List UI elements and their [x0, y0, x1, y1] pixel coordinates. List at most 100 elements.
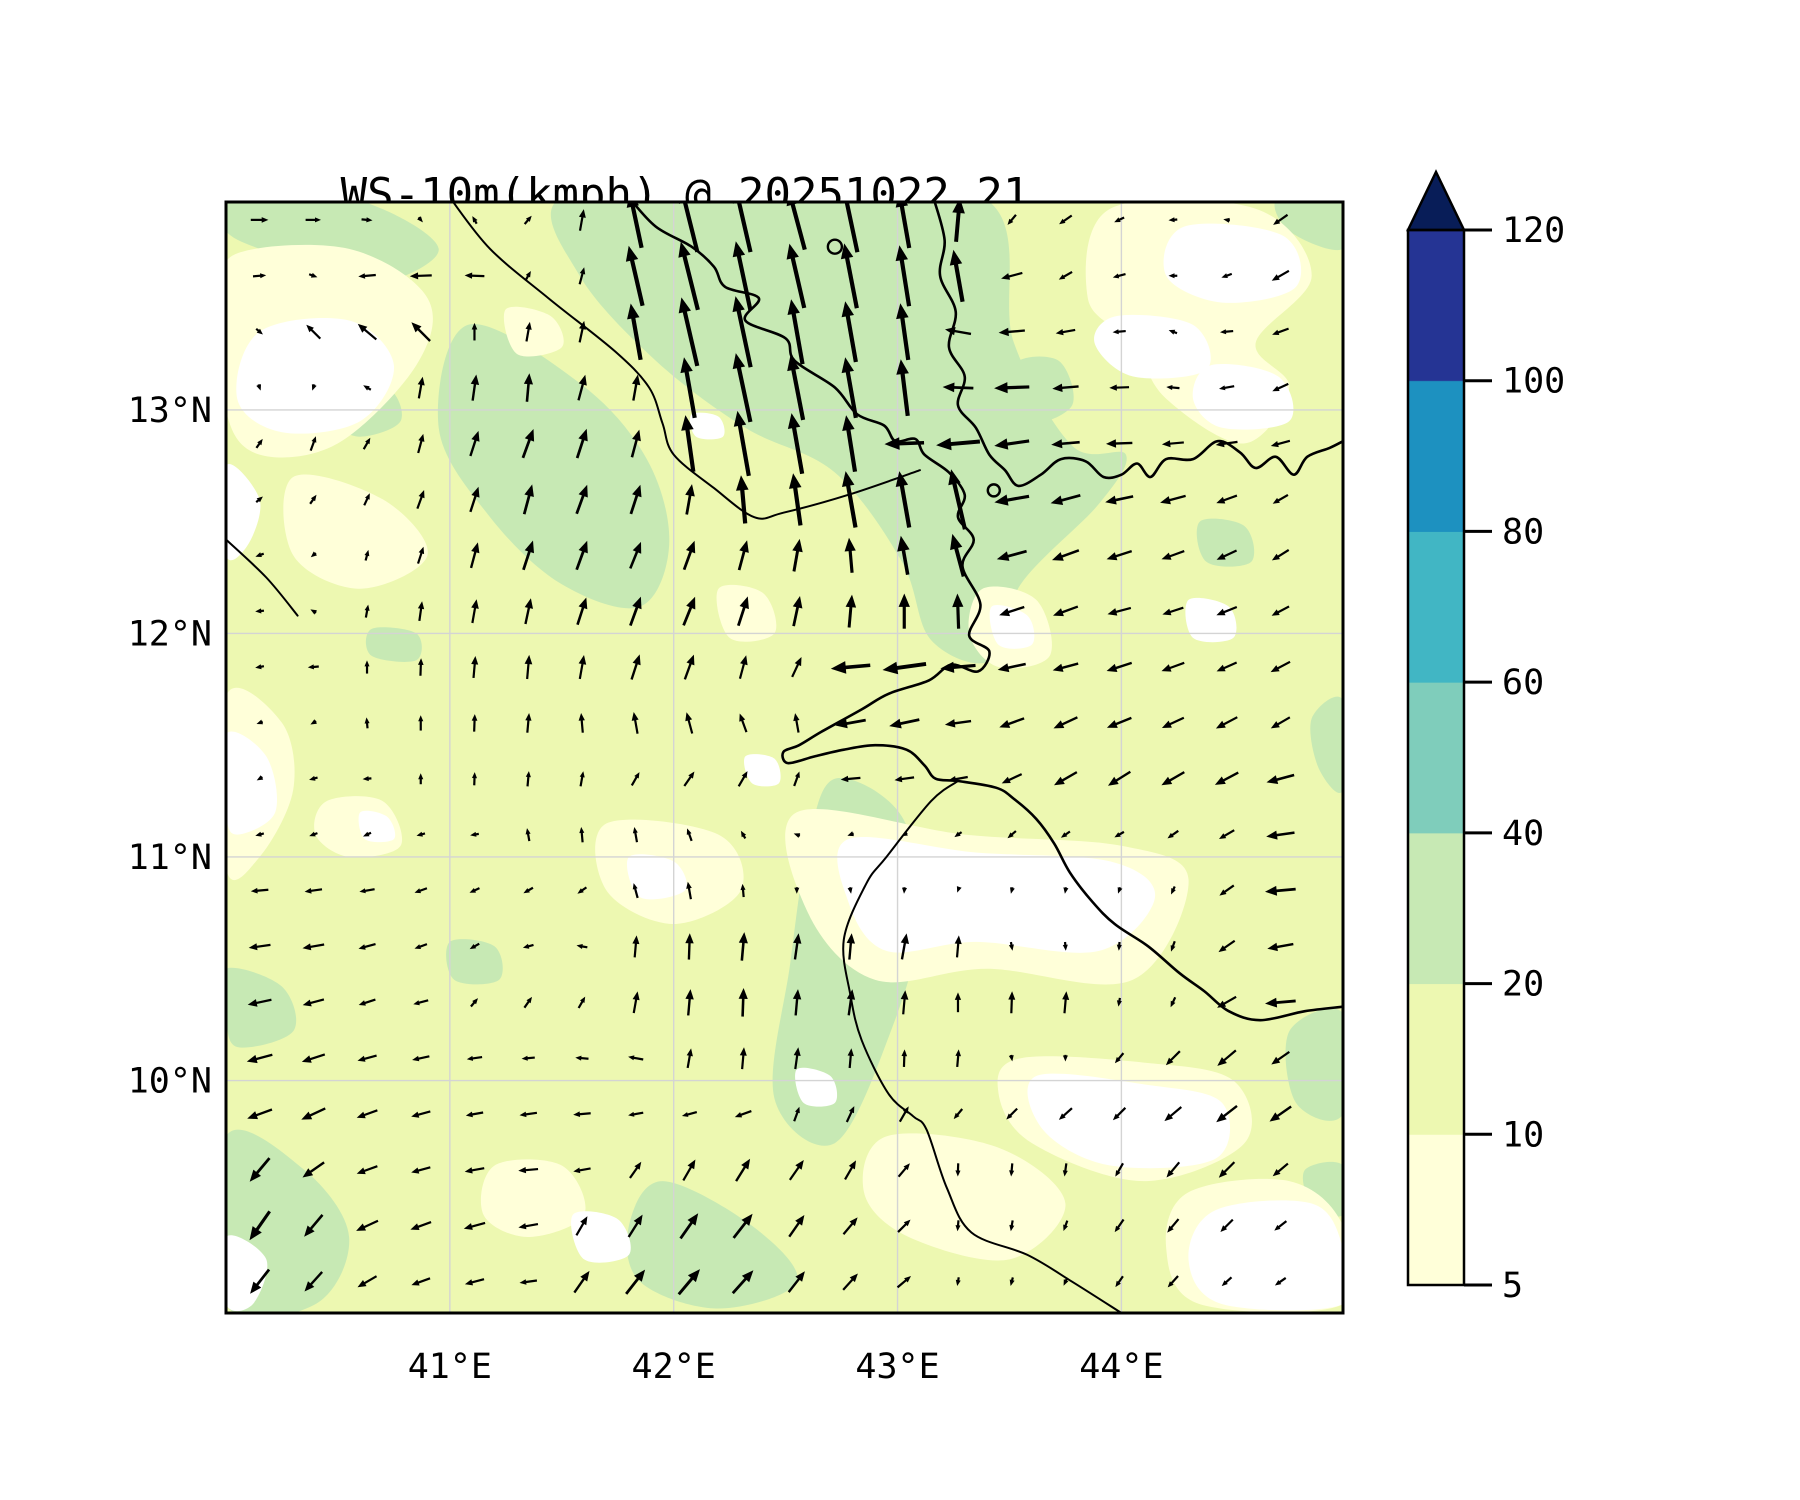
wind-arrow — [577, 374, 587, 401]
wind-arrow — [1218, 1161, 1236, 1178]
wind-arrow — [630, 772, 640, 786]
y-tick-label: 12°N — [128, 614, 212, 654]
wind-arrow — [525, 321, 532, 342]
wind-arrow — [1051, 439, 1080, 449]
wind-arrow — [519, 1111, 538, 1118]
wind-arrow — [416, 490, 425, 509]
wind-arrow — [1062, 991, 1070, 1014]
wind-arrow — [575, 540, 588, 571]
colorbar-segment — [1408, 682, 1464, 834]
wind-arrow — [840, 775, 861, 783]
wind-arrow — [249, 1157, 271, 1182]
wind-arrow — [472, 772, 477, 786]
wind-arrow — [787, 413, 805, 475]
wind-arrow — [1216, 549, 1238, 560]
wind-arrow — [1161, 771, 1185, 786]
wind-arrow — [579, 827, 585, 843]
wind-arrow — [411, 1110, 431, 1118]
wind-arrow — [464, 1278, 485, 1286]
wind-arrow — [524, 598, 533, 625]
wind-arrow — [793, 1047, 801, 1070]
wind-arrow — [682, 596, 696, 626]
wind-arrow — [835, 718, 866, 729]
wind-arrow — [685, 712, 694, 734]
wind-arrow — [900, 990, 909, 1015]
wind-arrow — [738, 655, 748, 679]
wind-arrow — [523, 215, 532, 225]
wind-arrow — [579, 771, 585, 787]
wind-arrow — [469, 942, 480, 950]
wind-arrow — [1214, 771, 1239, 785]
wind-arrow — [830, 661, 871, 674]
colorbar-tick-label: 20 — [1502, 965, 1544, 1005]
wind-arrow — [999, 717, 1025, 728]
wind-arrow — [896, 303, 911, 361]
wind-arrow — [685, 933, 694, 960]
wind-arrow — [1218, 939, 1236, 953]
colorbar-segment — [1408, 531, 1464, 683]
wind-arrow — [573, 1167, 591, 1174]
y-tick-label: 13°N — [128, 391, 212, 431]
wind-arrow — [256, 775, 264, 781]
wind-arrow — [575, 484, 588, 515]
wind-arrow — [1063, 1220, 1069, 1231]
wind-arrow — [1112, 272, 1126, 279]
wind-arrow — [731, 1270, 754, 1295]
colorbar-tick-label: 40 — [1502, 814, 1544, 854]
wind-arrow — [523, 996, 532, 1009]
wind-arrow — [632, 991, 640, 1014]
wind-arrow — [364, 549, 370, 561]
wind-arrow — [246, 1053, 273, 1064]
wind-arrow — [411, 1277, 431, 1286]
wind-arrow — [1107, 606, 1132, 616]
wind-arrow — [1168, 329, 1178, 335]
colorbar-tick-label: 5 — [1502, 1266, 1523, 1306]
wind-arrow — [1060, 830, 1071, 838]
wind-arrow — [1063, 1277, 1069, 1286]
wind-arrow — [1219, 829, 1235, 839]
wind-arrow — [302, 1161, 325, 1178]
wind-arrow — [357, 1054, 377, 1062]
colorbar-extend-triangle — [1406, 169, 1466, 232]
wind-arrow — [1165, 1050, 1181, 1066]
wind-arrow — [302, 943, 325, 951]
wind-arrow — [417, 376, 425, 399]
west-border-segment — [226, 538, 299, 617]
wind-arrow — [736, 475, 749, 524]
wind-arrow — [1166, 1161, 1181, 1178]
wind-arrow — [417, 433, 425, 454]
wind-arrow — [1216, 494, 1238, 504]
wind-arrow — [417, 216, 423, 223]
colorbar-segment — [1408, 380, 1464, 532]
wind-arrow — [356, 1165, 378, 1175]
wind-arrow — [1272, 382, 1289, 392]
colorbar-segment — [1408, 1134, 1464, 1286]
wind-arrow — [994, 494, 1030, 506]
wind-arrow — [525, 828, 531, 842]
wind-arrow — [525, 771, 531, 787]
wind-arrow — [680, 357, 697, 419]
wind-arrow — [1117, 887, 1123, 894]
wind-arrow — [1062, 941, 1068, 951]
wind-arrow — [896, 1276, 911, 1289]
wind-arrow — [1053, 716, 1078, 729]
wind-arrow — [681, 415, 696, 473]
colorbar-tick-label: 120 — [1502, 211, 1565, 251]
wind-arrow — [847, 1048, 854, 1069]
wind-arrow — [469, 430, 480, 457]
wind-arrow — [1112, 1107, 1127, 1121]
wind-arrow — [310, 609, 317, 615]
wind-arrow — [255, 438, 263, 449]
wind-arrow — [576, 944, 588, 949]
wind-arrow — [732, 241, 753, 311]
wind-arrow — [953, 1108, 964, 1120]
wind-arrow — [948, 469, 967, 530]
wind-arrow — [471, 714, 478, 732]
wind-arrow — [1105, 495, 1134, 505]
wind-arrow — [1216, 1104, 1238, 1123]
wind-arrow — [884, 437, 925, 450]
wind-arrow — [1219, 884, 1235, 896]
wind-arrow — [1001, 271, 1023, 280]
wind-arrow — [464, 272, 485, 279]
wind-arrow — [364, 604, 370, 618]
